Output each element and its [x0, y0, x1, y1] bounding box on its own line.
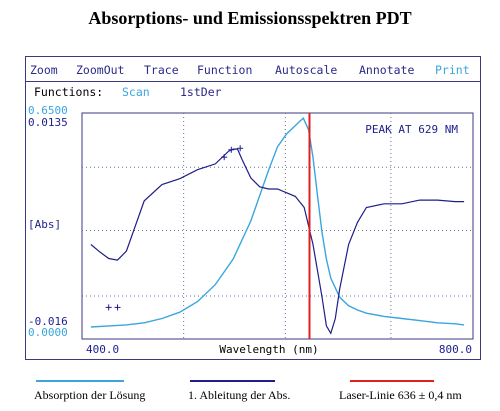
menu-annotate[interactable]: Annotate — [359, 63, 415, 77]
page-title: Absorptions- und Emissionsspektren PDT — [88, 8, 412, 28]
menu-function[interactable]: Function — [197, 63, 253, 77]
function-scan[interactable]: Scan — [122, 85, 150, 99]
trace-marker-3 — [228, 146, 235, 153]
x-tick-label-1: 800.0 — [439, 343, 472, 356]
legend: Absorption der Lösung 1. Ableitung der A… — [0, 362, 500, 411]
y-top-abs-label: 0.6500 — [28, 104, 68, 117]
series-derivative-line — [90, 148, 465, 335]
series-absorption-line — [90, 117, 465, 328]
menu-trace[interactable]: Trace — [144, 63, 179, 77]
legend-abs-label: Absorption der Lösung — [34, 388, 146, 402]
menu-print[interactable]: Print — [435, 63, 470, 77]
menu-separator — [26, 81, 480, 82]
peak-annotation: PEAK AT 629 NM — [365, 123, 458, 136]
y-top-der-label: 0.0135 — [28, 116, 68, 129]
legend-laser-label: Laser-Linie 636 ± 0,4 nm — [339, 388, 462, 402]
plot-area: 0.6500 0.0135 [Abs] -0.016 0.0000 PEAK AT 629… — [26, 103, 480, 359]
functions-label: Functions: — [34, 85, 104, 99]
y-axis-label: [Abs] — [28, 218, 61, 231]
legend-laser-line — [350, 380, 434, 382]
x-axis-label: Wavelength (nm) — [219, 343, 318, 356]
y-bottom-der-label: -0.016 — [28, 315, 68, 328]
trace-marker-4 — [237, 145, 244, 152]
menu-autoscale[interactable]: Autoscale — [275, 63, 338, 77]
x-tick-label-0: 400.0 — [86, 343, 119, 356]
menu-zoomout[interactable]: ZoomOut — [76, 63, 125, 77]
trace-marker-1 — [114, 304, 121, 311]
trace-marker-0 — [105, 304, 112, 311]
spectrometer-window: Zoom ZoomOut Trace Function Autoscale An… — [25, 56, 481, 360]
legend-abs-line — [36, 380, 124, 382]
menu-zoom[interactable]: Zoom — [30, 63, 58, 77]
y-bottom-abs-label: 0.0000 — [28, 326, 68, 339]
legend-der-label: 1. Ableitung der Abs. — [188, 388, 291, 402]
legend-der-line — [190, 380, 275, 382]
trace-marker-2 — [221, 154, 228, 161]
functions-bar: Functions: Scan 1stDer — [26, 82, 480, 102]
function-firstder[interactable]: 1stDer — [180, 85, 222, 99]
menu-bar: Zoom ZoomOut Trace Function Autoscale An… — [26, 57, 480, 81]
